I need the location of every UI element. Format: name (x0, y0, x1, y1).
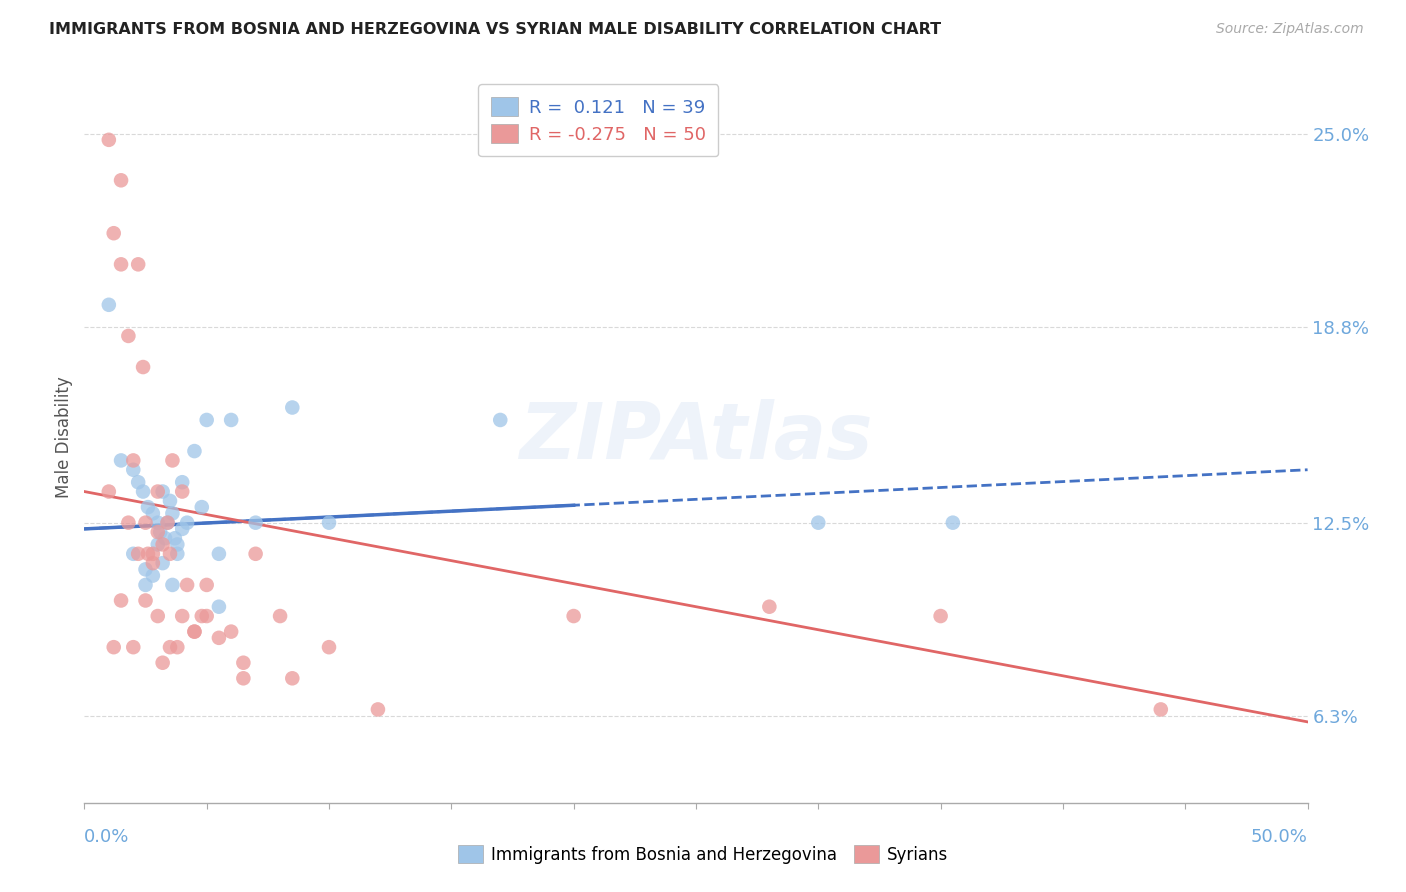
Point (172, 475, 194, 490)
Point (142, 506, 165, 520)
Point (127, 547, 149, 561)
Text: ZIPAtlas: ZIPAtlas (519, 399, 873, 475)
Point (122, 547, 145, 561)
Point (152, 656, 174, 670)
Point (146, 524, 169, 539)
Point (146, 516, 169, 530)
Point (208, 547, 231, 561)
Point (97, 484, 120, 499)
Point (97, 298, 120, 312)
Point (245, 516, 267, 530)
Point (219, 624, 242, 639)
Point (149, 524, 172, 539)
Point (103, 226, 125, 240)
Point (159, 494, 181, 508)
Point (136, 547, 159, 561)
Point (166, 537, 188, 551)
Point (162, 506, 184, 520)
Point (142, 547, 165, 561)
Point (219, 413, 242, 427)
Point (162, 453, 184, 467)
Point (146, 609, 169, 624)
Point (191, 500, 214, 515)
Point (195, 413, 218, 427)
Point (489, 413, 512, 427)
Point (159, 640, 181, 655)
Point (191, 609, 214, 624)
Text: IMMIGRANTS FROM BOSNIA AND HERZEGOVINA VS SYRIAN MALE DISABILITY CORRELATION CHA: IMMIGRANTS FROM BOSNIA AND HERZEGOVINA V… (49, 22, 942, 37)
Point (166, 640, 188, 655)
Point (135, 562, 157, 576)
Point (146, 537, 169, 551)
Point (929, 609, 952, 624)
Point (176, 516, 198, 530)
Text: 0.0%: 0.0% (84, 828, 129, 846)
Point (122, 640, 145, 655)
Point (183, 624, 205, 639)
Point (110, 593, 132, 607)
Point (281, 401, 304, 415)
Point (208, 631, 231, 645)
Point (156, 516, 179, 530)
Point (163, 531, 186, 545)
Point (232, 671, 254, 685)
Point (136, 500, 159, 515)
Point (162, 578, 184, 592)
Point (166, 547, 188, 561)
Point (208, 599, 231, 614)
Point (127, 257, 149, 271)
Point (1150, 702, 1173, 716)
Point (159, 547, 181, 561)
Point (318, 516, 340, 530)
Point (103, 640, 125, 655)
Point (110, 173, 132, 187)
Text: 50.0%: 50.0% (1251, 828, 1308, 846)
Point (127, 475, 149, 490)
Point (132, 484, 155, 499)
Point (142, 568, 165, 582)
Point (562, 609, 585, 624)
Point (135, 516, 157, 530)
Point (807, 516, 830, 530)
Text: Source: ZipAtlas.com: Source: ZipAtlas.com (1216, 22, 1364, 37)
Point (281, 671, 304, 685)
Legend: Immigrants from Bosnia and Herzegovina, Syrians: Immigrants from Bosnia and Herzegovina, … (451, 838, 955, 871)
Point (758, 599, 780, 614)
Point (122, 463, 145, 477)
Point (195, 609, 218, 624)
Point (172, 522, 194, 536)
Point (135, 593, 157, 607)
Point (152, 537, 174, 551)
Point (153, 531, 176, 545)
Point (942, 516, 965, 530)
Point (135, 578, 157, 592)
Point (142, 556, 165, 570)
Point (117, 516, 139, 530)
Point (172, 609, 194, 624)
Point (152, 484, 174, 499)
Point (183, 444, 205, 458)
Point (117, 329, 139, 343)
Point (367, 702, 389, 716)
Point (172, 484, 194, 499)
Point (152, 556, 174, 570)
Point (183, 624, 205, 639)
Point (97, 133, 120, 147)
Point (176, 578, 198, 592)
Point (232, 656, 254, 670)
Point (122, 453, 145, 467)
Point (318, 640, 340, 655)
Point (110, 257, 132, 271)
Point (110, 453, 132, 467)
Point (195, 578, 218, 592)
Legend: R =  0.121   N = 39, R = -0.275   N = 50: R = 0.121 N = 39, R = -0.275 N = 50 (478, 84, 718, 156)
Point (245, 547, 267, 561)
Point (132, 359, 155, 374)
Y-axis label: Male Disability: Male Disability (55, 376, 73, 498)
Point (156, 516, 179, 530)
Point (269, 609, 291, 624)
Point (146, 484, 169, 499)
